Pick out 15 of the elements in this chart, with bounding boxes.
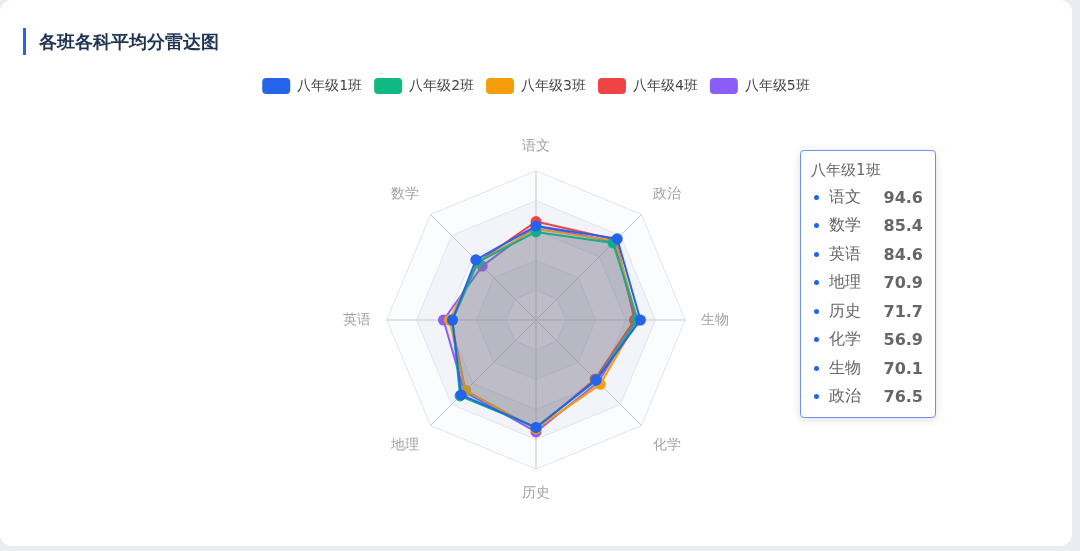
legend-label: 八年级5班 — [744, 76, 810, 93]
spoke-label: 历史 — [522, 484, 550, 501]
legend-label: 八年级3班 — [521, 76, 586, 93]
chart-title: 各班各科平均分雷达图 — [39, 30, 219, 54]
spoke-label: 化学 — [652, 435, 681, 452]
spoke-label: 数学 — [391, 185, 420, 202]
legend-label: 八年级4班 — [632, 76, 698, 93]
spoke-label: 语文 — [522, 137, 550, 154]
spoke-label: 地理 — [390, 435, 420, 452]
spoke-label: 政治 — [652, 185, 681, 202]
legend-label: 八年级2班 — [409, 76, 475, 93]
spoke-label: 英语 — [342, 310, 371, 327]
spoke-label: 生物 — [701, 310, 730, 327]
legend-label: 八年级1班 — [297, 76, 363, 93]
tooltip-panel: 八年级1班 语文 94.6 数学 85.4 英语 84.6 地理 70.9 历史 71.7 化学 56.9 生物 70.1 政治 76.5 — [800, 150, 936, 418]
